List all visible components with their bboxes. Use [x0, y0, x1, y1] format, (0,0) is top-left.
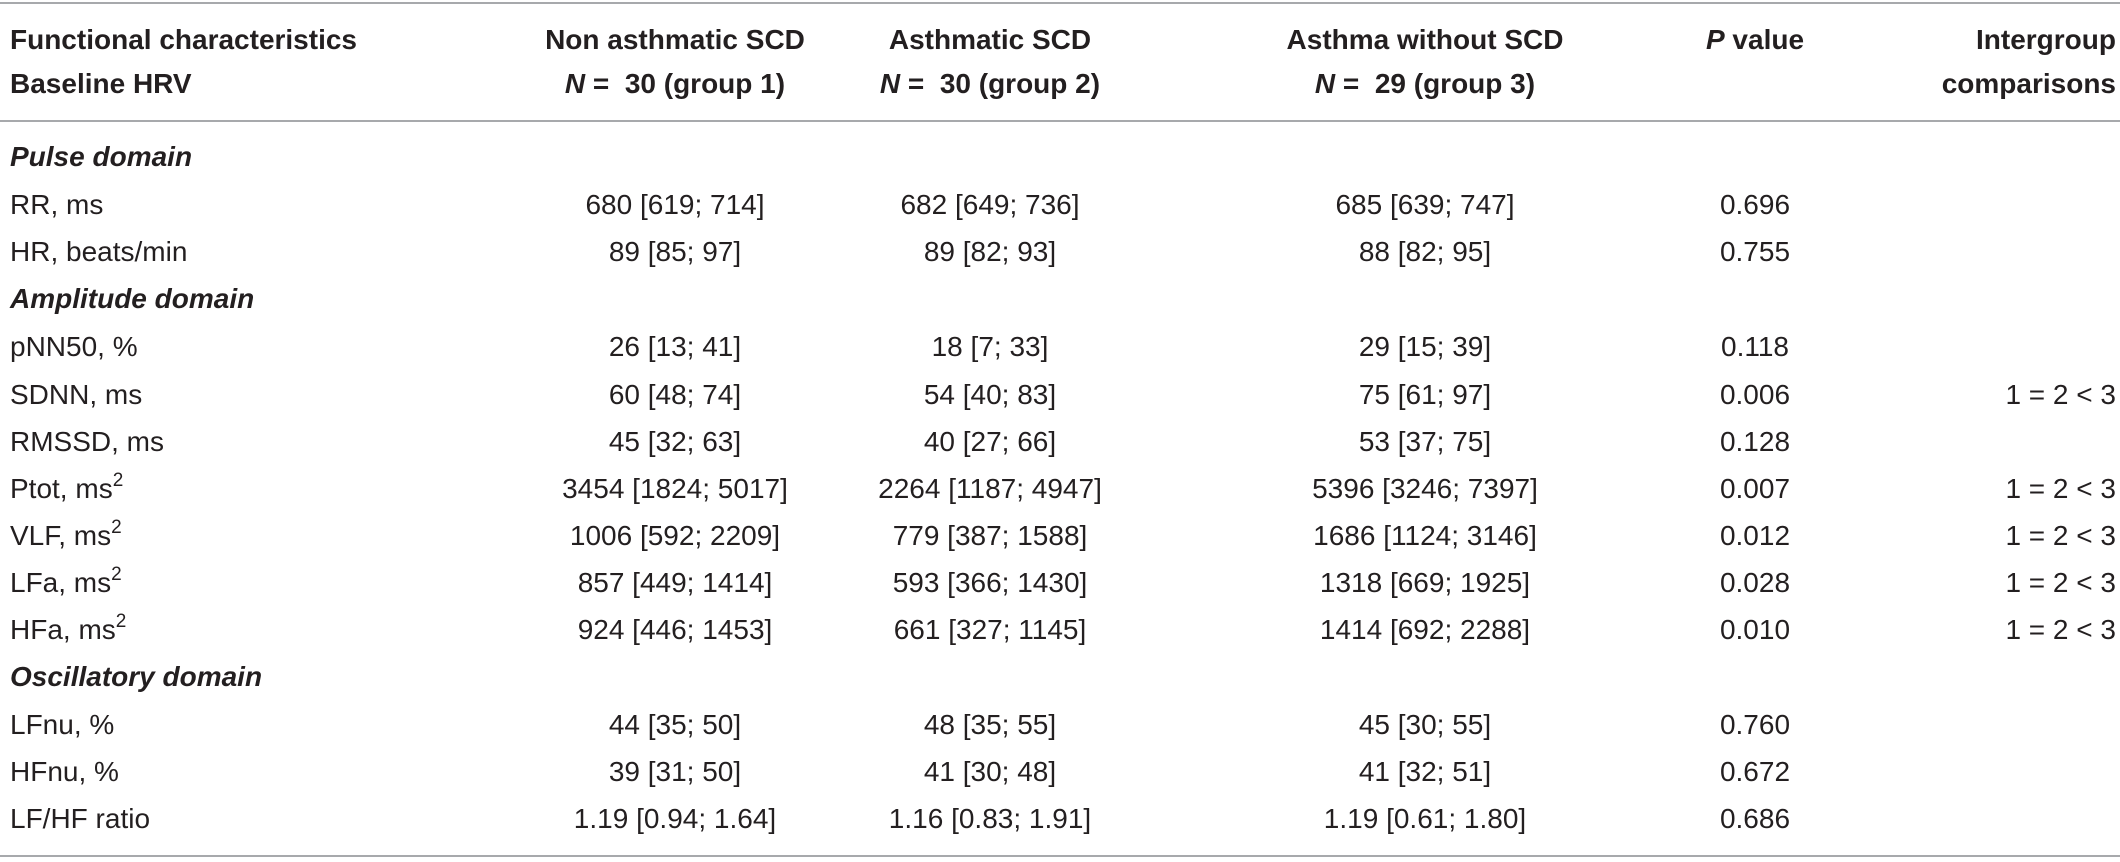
row-label: HFa, ms2 — [10, 611, 127, 647]
row-label: HR, beats/min — [10, 236, 188, 267]
group1-value: 1006 [592; 2209] — [569, 520, 781, 551]
group3-n-text: = 29 (group 3) — [1335, 68, 1536, 99]
n-symbol: N — [1314, 68, 1336, 99]
group3-value: 45 [30; 55] — [1358, 709, 1492, 740]
col-header-group3: Asthma without SCD — [1286, 24, 1564, 55]
superscript: 2 — [112, 470, 124, 491]
group2-value: 682 [649; 736] — [900, 189, 1080, 220]
group1-value: 26 [13; 41] — [608, 331, 742, 362]
section-amplitude-domain: Amplitude domain — [10, 283, 255, 314]
top-rule — [0, 2, 2120, 4]
p-symbol: P — [1705, 24, 1725, 55]
group2-value: 18 [7; 33] — [931, 331, 1049, 362]
group3-value: 53 [37; 75] — [1358, 426, 1492, 457]
col-header-group2-n: N = 30 (group 2) — [810, 67, 1170, 101]
row-label: RR, ms — [10, 189, 104, 220]
n-symbol: N — [879, 68, 901, 99]
p-value-text: value — [1724, 24, 1805, 55]
group2-value: 661 [327; 1145] — [893, 614, 1087, 645]
group2-value: 89 [82; 93] — [923, 236, 1057, 267]
row-label-text: HFa, ms — [10, 614, 116, 645]
row-label: RMSSD, ms — [10, 426, 164, 457]
col-header-p-value: P value — [1645, 23, 1865, 57]
row-label: LFa, ms2 — [10, 564, 122, 600]
row-label: LF/HF ratio — [10, 803, 151, 834]
intergroup-comparison: 1 = 2 < 3 — [2005, 567, 2116, 598]
group2-n-text: = 30 (group 2) — [900, 68, 1101, 99]
superscript: 2 — [111, 517, 122, 538]
p-value: 0.755 — [1719, 236, 1791, 267]
p-value: 0.010 — [1719, 614, 1791, 645]
col-header-group3-n: N = 29 (group 3) — [1245, 67, 1605, 101]
p-value: 0.686 — [1719, 803, 1791, 834]
group3-value: 29 [15; 39] — [1358, 331, 1492, 362]
col-header-group1-n: N = 30 (group 1) — [495, 67, 855, 101]
group1-value: 45 [32; 63] — [608, 426, 742, 457]
p-value: 0.760 — [1719, 709, 1791, 740]
col-header-baseline-hrv: Baseline HRV — [10, 68, 192, 99]
col-header-comparisons: comparisons — [1941, 68, 2116, 99]
group1-value: 1.19 [0.94; 1.64] — [573, 803, 777, 834]
p-value: 0.012 — [1719, 520, 1791, 551]
p-value: 0.007 — [1719, 473, 1791, 504]
p-value: 0.006 — [1719, 379, 1791, 410]
group2-value: 48 [35; 55] — [923, 709, 1057, 740]
group2-value: 779 [387; 1588] — [892, 520, 1088, 551]
section-pulse-domain: Pulse domain — [10, 141, 193, 172]
group3-value: 41 [32; 51] — [1358, 756, 1492, 787]
p-value: 0.118 — [1721, 331, 1789, 362]
group3-value: 1686 [1124; 3146] — [1313, 520, 1537, 551]
group3-value: 685 [639; 747] — [1335, 189, 1515, 220]
group2-value: 40 [27; 66] — [923, 426, 1057, 457]
col-header-group1: Non asthmatic SCD — [545, 24, 805, 55]
group3-value: 1414 [692; 2288] — [1319, 614, 1531, 645]
group2-value: 54 [40; 83] — [923, 379, 1057, 410]
group3-value: 1318 [669; 1925] — [1319, 567, 1531, 598]
group1-value: 3454 [1824; 5017] — [562, 473, 788, 504]
group1-value: 60 [48; 74] — [608, 379, 742, 410]
row-label-text: Ptot, ms — [10, 473, 113, 504]
group1-value: 89 [85; 97] — [608, 236, 742, 267]
group1-value: 924 [446; 1453] — [577, 614, 773, 645]
intergroup-comparison: 1 = 2 < 3 — [2005, 379, 2116, 410]
n-symbol: N — [564, 68, 586, 99]
p-value: 0.696 — [1719, 189, 1791, 220]
superscript: 2 — [115, 611, 127, 632]
col-header-group2: Asthmatic SCD — [888, 24, 1092, 55]
group3-value: 75 [61; 97] — [1358, 379, 1492, 410]
row-label: VLF, ms2 — [10, 517, 122, 553]
superscript: 2 — [111, 564, 122, 585]
group3-value: 88 [82; 95] — [1358, 236, 1492, 267]
group1-n-text: = 30 (group 1) — [585, 68, 786, 99]
row-label: Ptot, ms2 — [10, 470, 124, 506]
p-value: 0.028 — [1719, 567, 1791, 598]
intergroup-comparison: 1 = 2 < 3 — [2005, 473, 2116, 504]
row-label: LFnu, % — [10, 709, 115, 740]
section-oscillatory-domain: Oscillatory domain — [10, 661, 263, 692]
group1-value: 857 [449; 1414] — [577, 567, 773, 598]
group2-value: 2264 [1187; 4947] — [878, 473, 1102, 504]
intergroup-comparison: 1 = 2 < 3 — [2005, 520, 2116, 551]
p-value: 0.672 — [1719, 756, 1791, 787]
row-label-text: VLF, ms — [10, 520, 112, 551]
col-header-intergroup: Intergroup — [1976, 24, 2116, 55]
row-label-text: LFa, ms — [10, 567, 112, 598]
group1-value: 680 [619; 714] — [585, 189, 765, 220]
row-label: pNN50, % — [10, 331, 138, 362]
row-label: HFnu, % — [10, 756, 119, 787]
group3-value: 1.19 [0.61; 1.80] — [1323, 803, 1527, 834]
group3-value: 5396 [3246; 7397] — [1312, 473, 1538, 504]
header-rule — [0, 120, 2120, 122]
group2-value: 1.16 [0.83; 1.91] — [888, 803, 1092, 834]
group1-value: 44 [35; 50] — [608, 709, 742, 740]
group1-value: 39 [31; 50] — [608, 756, 742, 787]
bottom-rule — [0, 855, 2120, 857]
col-header-characteristics: Functional characteristics — [10, 24, 358, 55]
group2-value: 41 [30; 48] — [923, 756, 1057, 787]
p-value: 0.128 — [1719, 426, 1791, 457]
row-label: SDNN, ms — [10, 379, 143, 410]
group2-value: 593 [366; 1430] — [892, 567, 1088, 598]
intergroup-comparison: 1 = 2 < 3 — [2005, 614, 2116, 645]
